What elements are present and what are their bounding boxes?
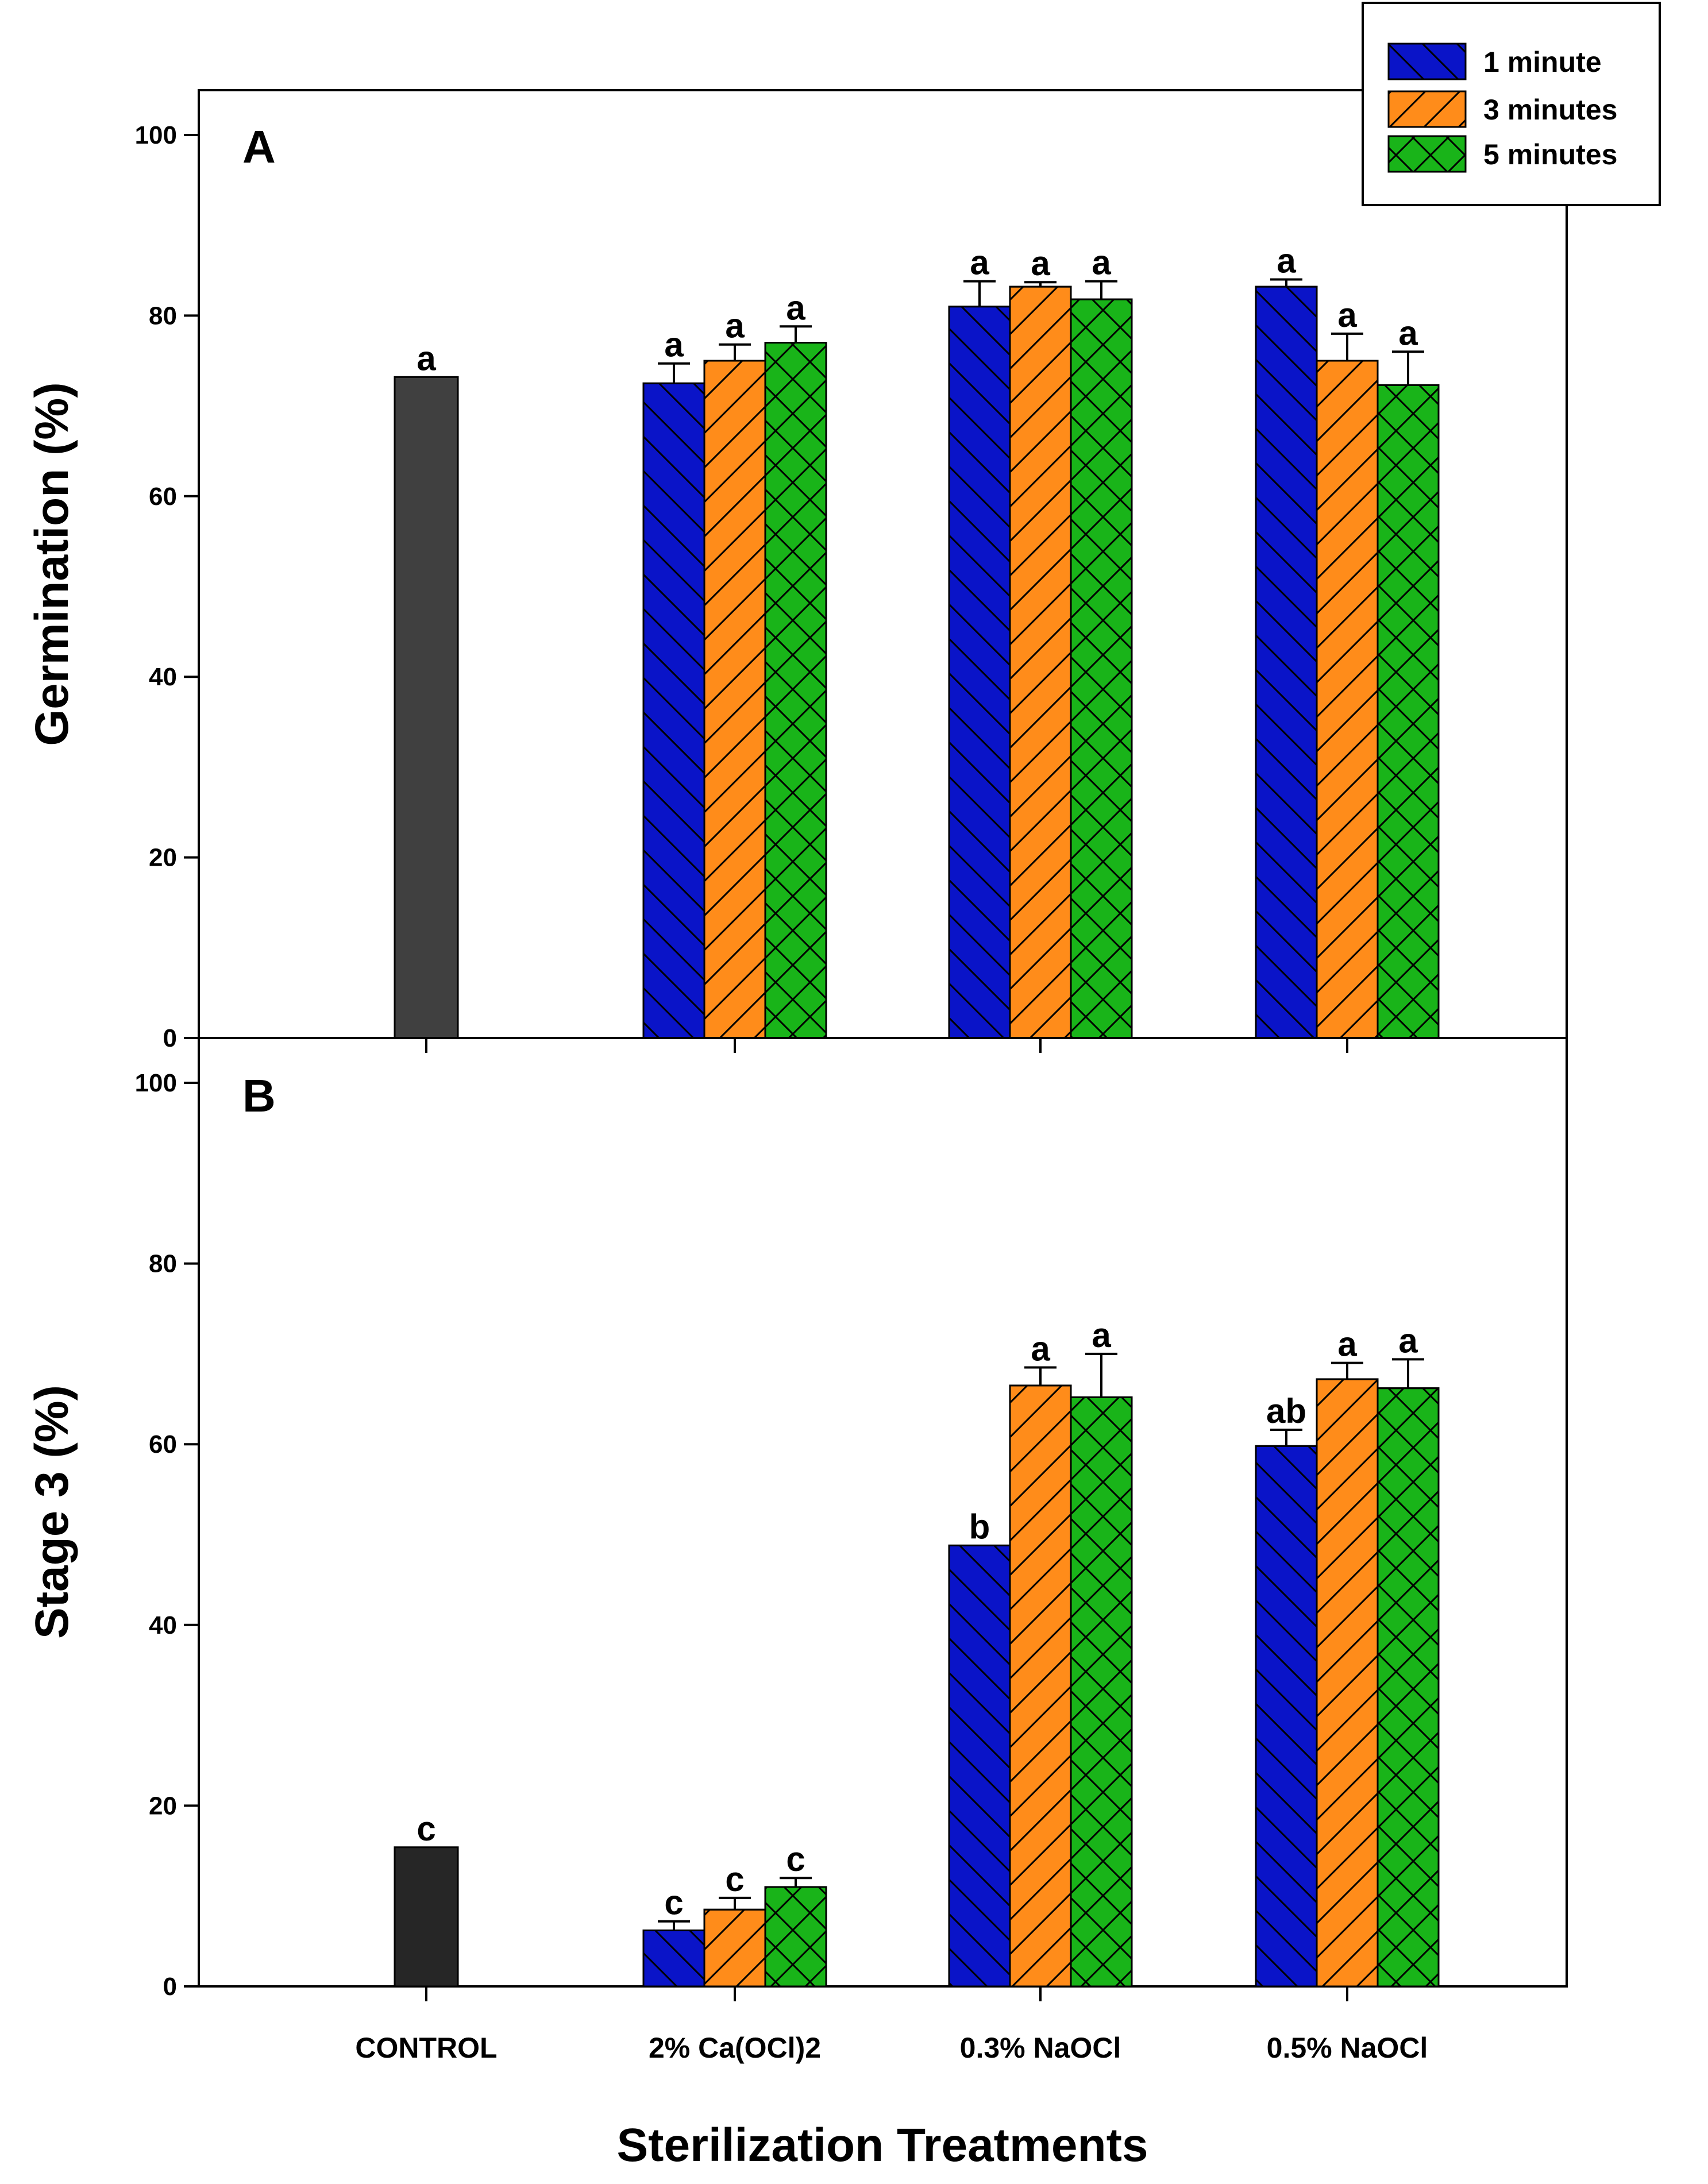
category-label-naocl-03: 0.3% NaOCl [960,2032,1121,2064]
panel-a-bar-2-ca-ocl-2-1-minute-significance-label: a [664,326,684,364]
panel-a-bar-0-3-naocl-3-minutes-significance-label: a [1031,244,1050,283]
legend-item-3-minutes: 3 minutes [1387,90,1617,128]
panel-a-bar-0-5-naocl-5-minutes-significance-label: a [1398,314,1418,352]
panel-a-bar-0-5-naocl-1-minute-significance-label: a [1277,242,1296,280]
y-tick-label: 0 [163,1973,177,2001]
y-tick-label: 40 [149,1611,177,1639]
panel-b: 0 20 40 60 80 100 c c b ab c a a c a a B Stage 3 (%) [26,1037,1568,2001]
panel-b-bar-0-5-naocl-5-minutes-hatch [1377,1387,1440,1988]
panel-a-bar-0-3-naocl-1-minute-hatch [948,306,1011,1039]
panel-b-bar-0-3-naocl-3-minutes-significance-label: a [1031,1329,1050,1368]
panel-a-bar-0-5-naocl-3-minutes-hatch [1316,360,1379,1039]
panel-b-y-axis: 0 20 40 60 80 100 [135,1069,199,2001]
panel-a-bars: a a a a a a a a a a [394,242,1440,1039]
legend-label-1-minute: 1 minute [1483,46,1602,78]
panel-a-bar-0-3-naocl-5-minutes-hatch [1070,298,1133,1039]
y-tick-label: 60 [149,1430,177,1458]
category-label-ca-ocl: 2% Ca(OCl)2 [649,2032,821,2064]
panel-b-frame [198,1037,1568,1988]
panel-a-bar-control [394,376,459,1039]
y-tick-label: 20 [149,1792,177,1820]
y-tick-label: 0 [163,1024,177,1052]
panel-a-bar-0-5-naocl-5-minutes-hatch [1377,384,1440,1039]
panel-b-x-ticks [425,1986,1348,2001]
panel-b-bar-control-significance-label: c [417,1809,435,1848]
legend-item-1-minute: 1 minute [1387,43,1602,80]
panel-a-bar-2-ca-ocl-2-3-minutes-significance-label: a [725,307,745,345]
panel-b-bar-0-5-naocl-3-minutes-hatch [1316,1378,1379,1988]
legend-label-5-minutes: 5 minutes [1483,138,1617,171]
y-tick-label: 60 [149,483,177,511]
panel-b-bar-0-3-naocl-5-minutes-hatch [1070,1396,1133,1988]
panel-a-bar-2-ca-ocl-2-5-minutes-hatch [764,342,827,1039]
y-tick-label: 40 [149,663,177,691]
y-tick-label: 80 [149,302,177,330]
y-tick-label: 100 [135,121,177,149]
panel-b-bars: c c b ab c a a c a a [394,1316,1440,1988]
legend-swatch-3-minutes-hatch [1387,90,1467,128]
panel-b-bar-0-5-naocl-1-minute-significance-label: ab [1266,1392,1306,1430]
panel-b-bar-0-3-naocl-5-minutes-significance-label: a [1092,1316,1111,1355]
panel-b-bar-2-ca-ocl-2-5-minutes-hatch [764,1886,827,1988]
legend-swatch-5-minutes-hatch [1387,135,1467,173]
panel-b-bar-0-5-naocl-1-minute-hatch [1255,1445,1318,1988]
panel-a-bar-0-5-naocl-1-minute-hatch [1255,285,1318,1039]
panel-b-bar-0-3-naocl-1-minute-significance-label: b [969,1507,990,1546]
y-tick-label: 80 [149,1250,177,1278]
panel-b-bar-control [394,1846,459,1988]
legend-label-3-minutes: 3 minutes [1483,94,1617,126]
panel-a-bar-0-3-naocl-5-minutes-significance-label: a [1092,244,1111,282]
panel-b-bar-2-ca-ocl-2-3-minutes-significance-label: c [725,1860,744,1899]
panel-b-bar-2-ca-ocl-2-3-minutes-hatch [703,1908,766,1988]
y-tick-label: 100 [135,1069,177,1097]
panel-b-bar-0-5-naocl-5-minutes-significance-label: a [1398,1321,1418,1360]
panel-a-bar-2-ca-ocl-2-3-minutes-hatch [703,360,766,1039]
panel-b-letter: B [242,1070,276,1121]
panel-b-bar-0-3-naocl-3-minutes-hatch [1009,1384,1072,1988]
panel-a-bar-control-significance-label: a [417,339,436,377]
panel-a-x-ticks [425,1038,1348,1053]
x-axis-title: Sterilization Treatments [616,2119,1148,2171]
panel-a-y-title: Germination (%) [26,382,78,746]
panel-a-bar-0-3-naocl-3-minutes-hatch [1009,285,1072,1039]
panel-b-y-title: Stage 3 (%) [26,1385,78,1639]
panel-a: 0 20 40 60 80 100 a a a a a a a a a a A Germination (%… [26,89,1568,1053]
panel-a-y-axis: 0 20 40 60 80 100 [135,121,199,1052]
category-labels: CONTROL 2% Ca(OCl)2 0.3% NaOCl 0.5% NaOC… [355,2032,1428,2064]
panel-b-bar-2-ca-ocl-2-5-minutes-significance-label: c [786,1840,805,1878]
panel-a-bar-2-ca-ocl-2-5-minutes-significance-label: a [786,288,805,327]
panel-b-bar-2-ca-ocl-2-1-minute-hatch [642,1929,705,1988]
y-tick-label: 20 [149,844,177,872]
panel-a-bar-0-5-naocl-3-minutes-significance-label: a [1337,296,1357,334]
legend-swatch-1-minute-hatch [1387,43,1467,80]
panel-a-letter: A [242,121,276,172]
panel-b-bar-0-5-naocl-3-minutes-significance-label: a [1337,1325,1357,1364]
panel-a-bar-2-ca-ocl-2-1-minute-hatch [642,382,705,1039]
legend: 1 minute 3 minutes 5 minutes [1362,2,1661,206]
category-label-naocl-05: 0.5% NaOCl [1267,2032,1428,2064]
panel-a-bar-0-3-naocl-1-minute-significance-label: a [970,244,989,282]
panel-b-bar-0-3-naocl-1-minute-hatch [948,1544,1011,1988]
panel-b-bar-2-ca-ocl-2-1-minute-significance-label: c [664,1884,683,1922]
legend-item-5-minutes: 5 minutes [1387,135,1617,173]
category-label-control: CONTROL [355,2032,497,2064]
